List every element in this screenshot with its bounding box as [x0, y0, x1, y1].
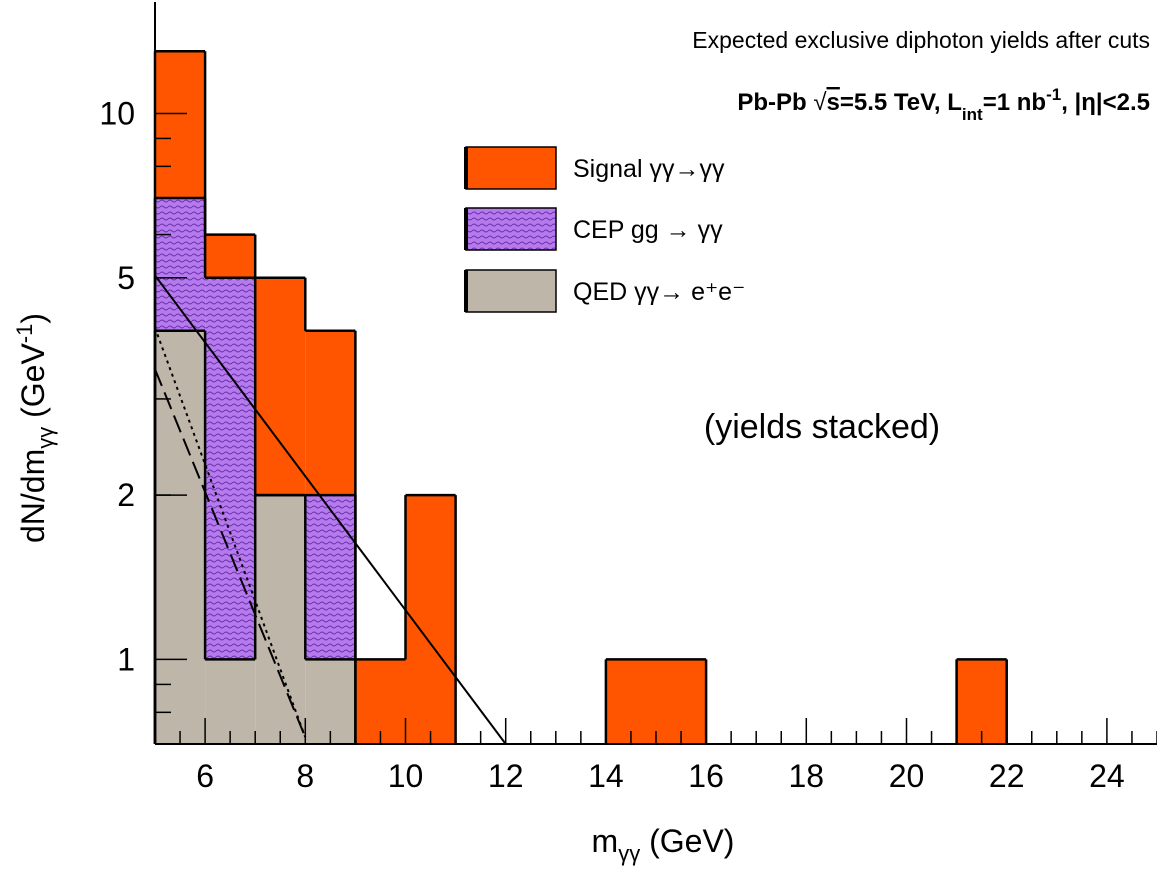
legend-swatch-signal	[465, 146, 557, 190]
x-axis-title-sub: γγ	[618, 841, 640, 866]
y-axis-title-main: dN/dm	[15, 449, 51, 543]
y-axis-title-sub: γγ	[33, 427, 58, 449]
subtitle-s: s	[826, 89, 839, 116]
subtitle-energy: =5.5 TeV, L	[840, 89, 962, 116]
bar-qed-bin-2	[255, 495, 306, 744]
subtitle-eta: , |η|<2.5	[1061, 89, 1150, 116]
x-axis-title-unit: (GeV)	[640, 823, 734, 859]
x-tick-label: 22	[989, 758, 1025, 794]
legend-label-cep: CEP gg → γγ	[573, 216, 723, 244]
subtitle-lumi: =1 nb	[983, 89, 1046, 116]
bar-signal-bin-10	[656, 659, 707, 744]
subtitle-prefix: Pb-Pb	[737, 89, 813, 116]
x-tick-label: 18	[789, 758, 825, 794]
bar-cep-bin-3	[305, 495, 356, 660]
y-axis-title: dN/dmγγ (GeV-1)	[12, 313, 58, 543]
bar-signal-bin-1	[205, 234, 256, 278]
bar-qed-bin-0	[155, 330, 206, 744]
y-tick-label: 10	[99, 95, 135, 131]
fit-line-dotted	[154, 327, 307, 738]
bar-cep-bin-0	[155, 198, 206, 331]
y-axis-title-unit-exp: -1	[12, 324, 37, 344]
chart-title: Expected exclusive diphoton yields after…	[692, 27, 1150, 53]
bar-qed-bin-1	[205, 659, 256, 744]
chart-subtitle: Pb-Pb √s=5.5 TeV, Lint=1 nb-1, |η|<2.5	[737, 85, 1150, 124]
y-axis-title-unit-close: )	[15, 313, 51, 324]
stacked-annotation: (yields stacked)	[704, 408, 940, 446]
x-tick-label: 8	[296, 758, 314, 794]
bar-cep-bin-1	[205, 277, 256, 660]
x-axis-title-main: m	[592, 823, 619, 859]
bar-signal-bin-16	[956, 659, 1007, 744]
y-tick-label: 5	[117, 260, 135, 296]
legend-swatch-cep	[465, 207, 557, 251]
bar-signal-bin-3	[305, 330, 356, 496]
legend: Signal γγ→γγ CEP gg → γγ QED γγ→ e⁺e⁻	[464, 146, 745, 313]
subtitle-sqrt: √	[813, 89, 827, 116]
y-tick-label: 2	[117, 477, 135, 513]
x-tick-label: 24	[1089, 758, 1125, 794]
titles: Expected exclusive diphoton yields after…	[12, 27, 1150, 866]
y-axis-title-unit: (GeV	[15, 343, 51, 427]
fit-line-dashed	[154, 368, 307, 738]
subtitle-int: int	[962, 105, 983, 124]
legend-label-qed: QED γγ→ e⁺e⁻	[573, 278, 745, 306]
bar-qed-bin-3	[305, 659, 356, 744]
bar-signal-bin-0	[155, 51, 206, 199]
x-tick-label: 14	[588, 758, 624, 794]
y-tick-label: 1	[117, 641, 135, 677]
bar-signal-bin-4	[355, 659, 406, 744]
bar-signal-bin-5	[405, 495, 456, 744]
x-tick-label: 12	[488, 758, 524, 794]
bar-signal-bin-9	[605, 659, 656, 744]
fit-line-solid	[154, 274, 507, 745]
legend-swatch-qed	[465, 269, 557, 313]
subtitle-lumi-exp: -1	[1046, 85, 1061, 104]
x-tick-label: 6	[196, 758, 214, 794]
x-tick-label: 16	[688, 758, 724, 794]
x-tick-label: 10	[388, 758, 424, 794]
legend-label-signal: Signal γγ→γγ	[573, 155, 725, 183]
bar-signal-bin-2	[255, 277, 306, 496]
x-tick-label: 20	[889, 758, 925, 794]
x-axis-title: mγγ (GeV)	[592, 823, 735, 866]
